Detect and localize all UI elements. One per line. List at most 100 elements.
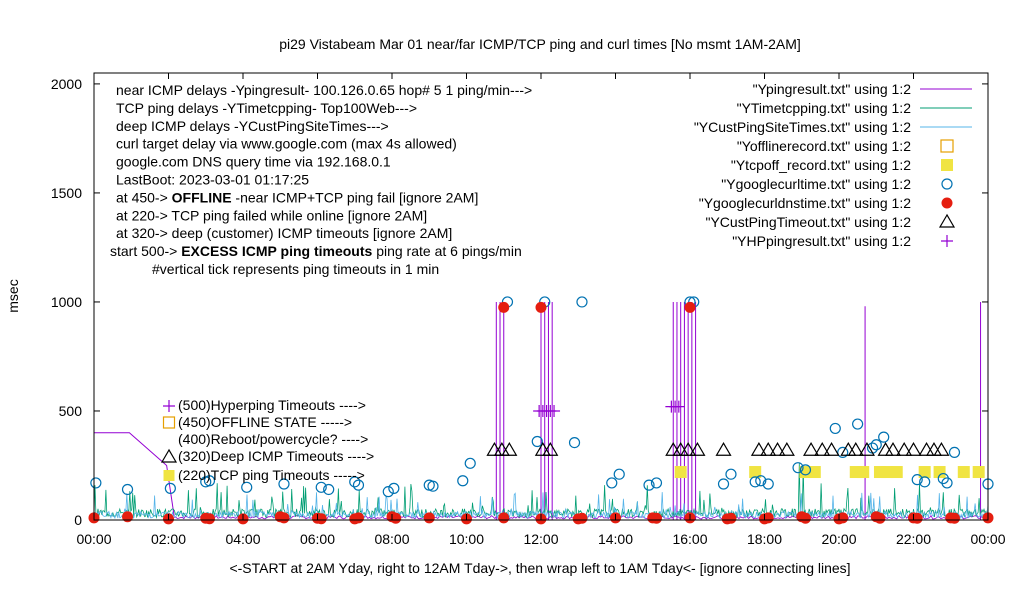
legend-key-marker	[938, 213, 956, 228]
level-labels: (500)Hyperping Timeouts ---->(450)OFFLIN…	[160, 397, 374, 483]
curl-time-point	[792, 462, 804, 474]
info-line: at 220-> TCP ping failed while online [i…	[116, 207, 427, 223]
ping-segment	[94, 432, 175, 516]
series-0	[94, 301, 989, 520]
series-7	[486, 442, 950, 456]
cust-timeout-point	[858, 442, 875, 456]
dns-time-point	[122, 511, 134, 523]
curl-time-point	[427, 480, 439, 492]
info-bold-text: OFFLINE	[172, 189, 232, 205]
axes: 00:00 02:00 04:00 06:00 08:00 10:00 12:00 14:00…	[51, 72, 1006, 547]
cust-timeout-point	[160, 448, 178, 463]
level-label: (320)Deep ICMP Timeouts ---->	[178, 448, 374, 464]
y-axis-label: msec	[5, 279, 21, 312]
info-line: at 450-> OFFLINE -near ICMP+TCP ping fai…	[116, 189, 478, 205]
dns-time-point	[278, 512, 290, 524]
series-5	[90, 296, 994, 498]
cust-timeout-point	[715, 442, 732, 456]
x-tick-label: 12:00	[523, 531, 558, 547]
cust-timeout-point	[493, 442, 510, 456]
level-label: (400)Reboot/powercycle? ---->	[178, 431, 368, 447]
tcp-off-point	[933, 466, 946, 479]
dns-time-point	[535, 301, 547, 313]
tcp-off-point	[749, 466, 762, 479]
curl-time-point	[613, 468, 625, 480]
legend-label: "Ypingresult.txt" using 1:2	[753, 81, 912, 97]
hp-ping-point	[548, 404, 561, 417]
legend-key-marker	[941, 178, 953, 190]
x-tick-label: 10:00	[449, 531, 484, 547]
curl-time-point	[352, 479, 365, 491]
x-tick-label: 00:00	[76, 531, 111, 547]
y-tick-label: 2000	[51, 76, 82, 92]
dns-time-point	[762, 512, 774, 524]
curl-time-point	[568, 436, 581, 449]
series-layer	[88, 296, 994, 525]
cust-timeout-point	[933, 442, 950, 456]
x-tick-label: 14:00	[598, 531, 633, 547]
y-tick-label: 1000	[51, 294, 82, 310]
cust-timeout-point	[542, 442, 559, 456]
tcp-off-point	[857, 466, 870, 479]
dns-time-point	[423, 512, 435, 524]
cust-timeout-point	[884, 442, 902, 456]
tcp-off-point	[163, 470, 175, 481]
info-line: curl target delay via www.google.com (ma…	[116, 136, 457, 152]
info-line: deep ICMP delays -YCustPingSiteTimes--->	[116, 118, 389, 134]
legend-key-marker	[941, 197, 953, 209]
cust-timeout-point	[918, 442, 935, 456]
cust-timeout-point	[534, 442, 551, 456]
info-line: near ICMP delays -Ypingresult- 100.126.0…	[116, 82, 532, 98]
tcp-off-point	[890, 466, 903, 479]
x-tick-label: 22:00	[896, 531, 931, 547]
cust-timeout-point	[769, 442, 786, 456]
curl-time-point	[878, 431, 890, 443]
curl-time-point	[576, 296, 588, 308]
curl-time-point	[911, 474, 923, 486]
x-tick-label: 20:00	[821, 531, 856, 547]
legend-key-marker	[940, 139, 954, 153]
cust-timeout-point	[905, 442, 922, 456]
curl-time-point	[919, 476, 931, 488]
curl-time-point	[531, 435, 543, 448]
curl-time-point	[749, 476, 761, 488]
dns-time-point	[576, 512, 588, 524]
cust-timeout-point	[803, 442, 820, 456]
curl-time-point	[941, 477, 953, 489]
tcp-off-point	[674, 466, 687, 479]
curl-time-point	[837, 446, 849, 459]
curl-time-point	[852, 418, 864, 430]
curl-time-point	[948, 446, 961, 459]
legend-label: "Ygooglecurltime.txt" using 1:2	[721, 176, 911, 192]
x-tick-label: 04:00	[225, 531, 260, 547]
info-line: #vertical tick represents ping timeouts …	[152, 261, 439, 277]
cust-timeout-point	[847, 442, 864, 456]
curl-time-point	[121, 483, 134, 496]
curl-time-point	[382, 486, 394, 498]
cust-timeout-point	[750, 442, 767, 456]
dns-time-point	[315, 513, 327, 525]
y-tick-label: 500	[59, 403, 83, 419]
curl-time-point	[457, 475, 469, 487]
level-label: (500)Hyperping Timeouts ---->	[178, 397, 366, 413]
legend-label: "Yofflinerecord.txt" using 1:2	[737, 138, 911, 154]
curl-time-point	[755, 475, 767, 487]
curl-time-point	[315, 481, 327, 493]
info-text: -near ICMP+TCP ping fail [ignore 2AM]	[232, 189, 479, 205]
dns-time-point	[837, 512, 849, 524]
curl-time-point	[829, 422, 841, 435]
info-line: at 320-> deep (customer) ICMP timeouts […	[116, 225, 452, 241]
cust-timeout-point	[840, 442, 857, 456]
curl-time-point	[870, 439, 882, 451]
dns-time-point	[390, 512, 402, 524]
x-tick-label: 02:00	[151, 531, 186, 547]
level-label: (450)OFFLINE STATE ----->	[178, 414, 352, 430]
cust-timeout-point	[680, 442, 697, 456]
y-tick-label: 1500	[51, 185, 82, 201]
info-bold-text: EXCESS ICMP ping timeouts	[181, 243, 372, 259]
cust-timeout-point	[896, 442, 913, 456]
legend-label: "Ytcpoff_record.txt" using 1:2	[731, 157, 911, 173]
info-text: at 450->	[116, 189, 172, 205]
info-line: google.com DNS query time via 192.168.0.…	[116, 154, 391, 170]
